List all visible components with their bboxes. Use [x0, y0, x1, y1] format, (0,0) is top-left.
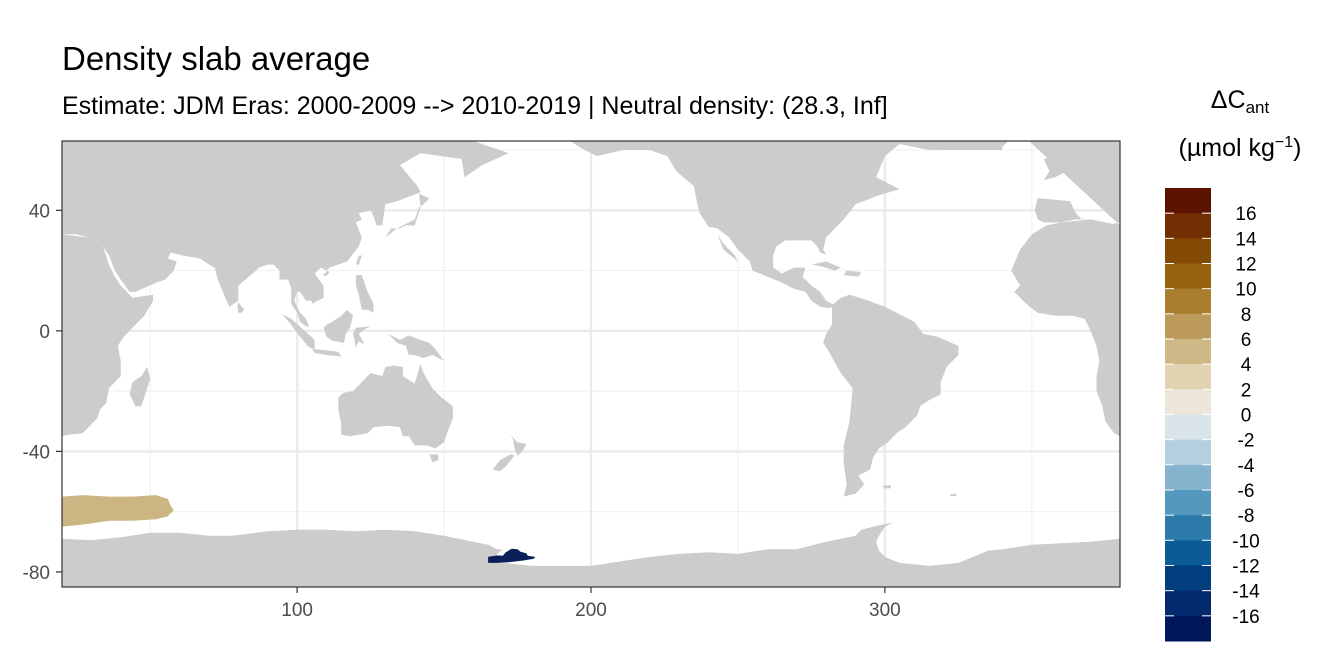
legend-label: 12	[1235, 255, 1256, 276]
legend-label: 2	[1241, 380, 1252, 401]
legend-label: -12	[1232, 557, 1259, 578]
legend-swatch	[1165, 540, 1211, 566]
legend-label: 6	[1241, 330, 1252, 351]
land-japan	[385, 193, 430, 238]
legend-swatch	[1165, 213, 1211, 239]
legend-swatch	[1165, 515, 1211, 541]
legend-label: -14	[1232, 582, 1260, 603]
land-nz-north	[510, 434, 527, 456]
legend-label: -16	[1232, 607, 1259, 628]
legend-swatch	[1165, 439, 1211, 466]
land-sumatra	[282, 314, 315, 349]
legend-label: 0	[1241, 406, 1252, 427]
land-tasmania	[429, 454, 439, 463]
land-sulawesi	[353, 326, 371, 348]
land-africa	[62, 234, 154, 437]
land-java	[311, 348, 342, 357]
legend-swatch	[1165, 263, 1211, 290]
land-philippines	[355, 275, 374, 313]
chart-subtitle: Estimate: JDM Eras: 2000-2009 --> 2010-2…	[62, 92, 888, 120]
legend-swatch	[1165, 565, 1211, 592]
legend-label: 10	[1235, 280, 1256, 301]
legend-label: -10	[1232, 531, 1259, 552]
legend-swatch	[1165, 339, 1211, 365]
x-tick-label: 200	[575, 600, 607, 621]
land-hainan	[322, 270, 330, 276]
land-australia	[338, 364, 453, 449]
chart-title: Density slab average	[62, 40, 371, 77]
data-patch-1	[488, 548, 536, 563]
legend-swatch	[1165, 464, 1211, 491]
legend-swatch	[1165, 389, 1211, 415]
legend-swatch	[1165, 313, 1211, 340]
legend-title: ΔCant	[1210, 86, 1270, 117]
land-uk	[1043, 156, 1068, 181]
legend-swatch	[1165, 188, 1211, 214]
legend-unit: (µmol kg−1)	[1178, 134, 1302, 162]
land-baja	[717, 234, 738, 262]
land-north-america	[473, 141, 1003, 309]
land-madagascar	[129, 367, 151, 407]
legend-swatch	[1165, 490, 1211, 516]
legend-label: 16	[1235, 204, 1256, 225]
land-eurasia	[62, 141, 509, 327]
land-south-america	[823, 294, 959, 497]
land-sri-lanka	[237, 302, 245, 313]
legend-swatch	[1165, 364, 1211, 390]
y-tick-label: -80	[23, 563, 50, 584]
land-africa-west	[1011, 219, 1120, 437]
land-falklands	[882, 485, 891, 489]
land-cuba	[811, 261, 841, 271]
land-new-guinea	[388, 333, 445, 361]
legend-swatch	[1165, 414, 1211, 441]
x-tick-label: 100	[281, 600, 313, 621]
legend-label: -2	[1238, 431, 1255, 452]
legend-swatch	[1165, 288, 1211, 315]
legend-label: 4	[1241, 355, 1252, 376]
land-arabia	[103, 231, 177, 292]
land-borneo	[323, 309, 353, 343]
legend-label: -6	[1238, 481, 1255, 502]
legend-label: 14	[1235, 229, 1257, 250]
land-greenland	[879, 141, 1009, 150]
land-hispaniola	[843, 270, 862, 277]
land-taiwan	[355, 255, 362, 265]
legend-label: -4	[1238, 456, 1255, 477]
y-tick-label: 0	[39, 322, 50, 343]
data-patch-0	[62, 495, 174, 527]
legend-swatch	[1165, 238, 1211, 264]
legend-label: -8	[1238, 506, 1255, 527]
land-antarctica	[62, 522, 1120, 587]
y-tick-label: 40	[29, 201, 50, 222]
legend-label: 8	[1241, 305, 1252, 326]
y-tick-label: -40	[23, 442, 50, 463]
legend-swatch	[1165, 615, 1211, 642]
x-tick-label: 300	[869, 600, 901, 621]
legend-swatch	[1165, 590, 1211, 617]
land-sth-georgia	[949, 493, 957, 496]
land-nz-south	[492, 454, 515, 472]
